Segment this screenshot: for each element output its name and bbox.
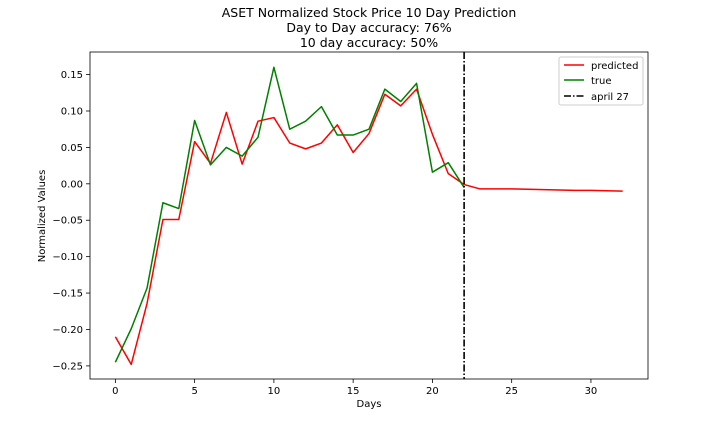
x-axis-label: Days [357,399,382,410]
y-tick-label-6: 0.05 [61,143,83,154]
x-tick-label-15: 15 [347,386,360,397]
legend-label-true: true [591,76,612,87]
x-tick-label-25: 25 [505,386,518,397]
series-line-true [114,66,465,363]
y-tick-label-3: −0.10 [52,252,83,263]
x-tick-label-30: 30 [585,386,598,397]
x-tick-label-5: 5 [191,386,197,397]
legend: predicted true april 27 [558,56,644,106]
chart-title: ASET Normalized Stock Price 10 Day Predi… [222,5,517,50]
y-axis: −0.25 −0.20 −0.15 −0.10 −0.05 0.00 0.05 0.10 0.1… [52,70,90,372]
axes-frame [89,51,649,380]
y-tick-label-2: −0.15 [52,289,83,300]
legend-label-vline: april 27 [591,92,629,103]
series-line-predicted [114,88,623,366]
y-axis-label: Normalized Values [37,170,48,263]
x-tick-label-0: 0 [112,386,118,397]
y-tick-label-8: 0.15 [61,70,83,81]
y-tick-label-0: −0.25 [52,361,83,372]
title-line-2: Day to Day accuracy: 76% [286,20,451,35]
x-tick-label-10: 10 [268,386,281,397]
y-tick-label-7: 0.10 [61,106,83,117]
y-tick-label-4: −0.05 [52,216,83,227]
title-line-1: ASET Normalized Stock Price 10 Day Predi… [222,5,517,20]
title-line-3: 10 day accuracy: 50% [300,35,438,50]
x-axis: 0 5 10 15 20 25 30 [112,379,597,397]
y-tick-label-5: 0.00 [61,179,83,190]
legend-box [558,56,644,106]
plot-area [89,51,649,380]
x-tick-label-20: 20 [426,386,439,397]
y-tick-label-1: −0.20 [52,325,83,336]
legend-label-predicted: predicted [591,61,638,72]
